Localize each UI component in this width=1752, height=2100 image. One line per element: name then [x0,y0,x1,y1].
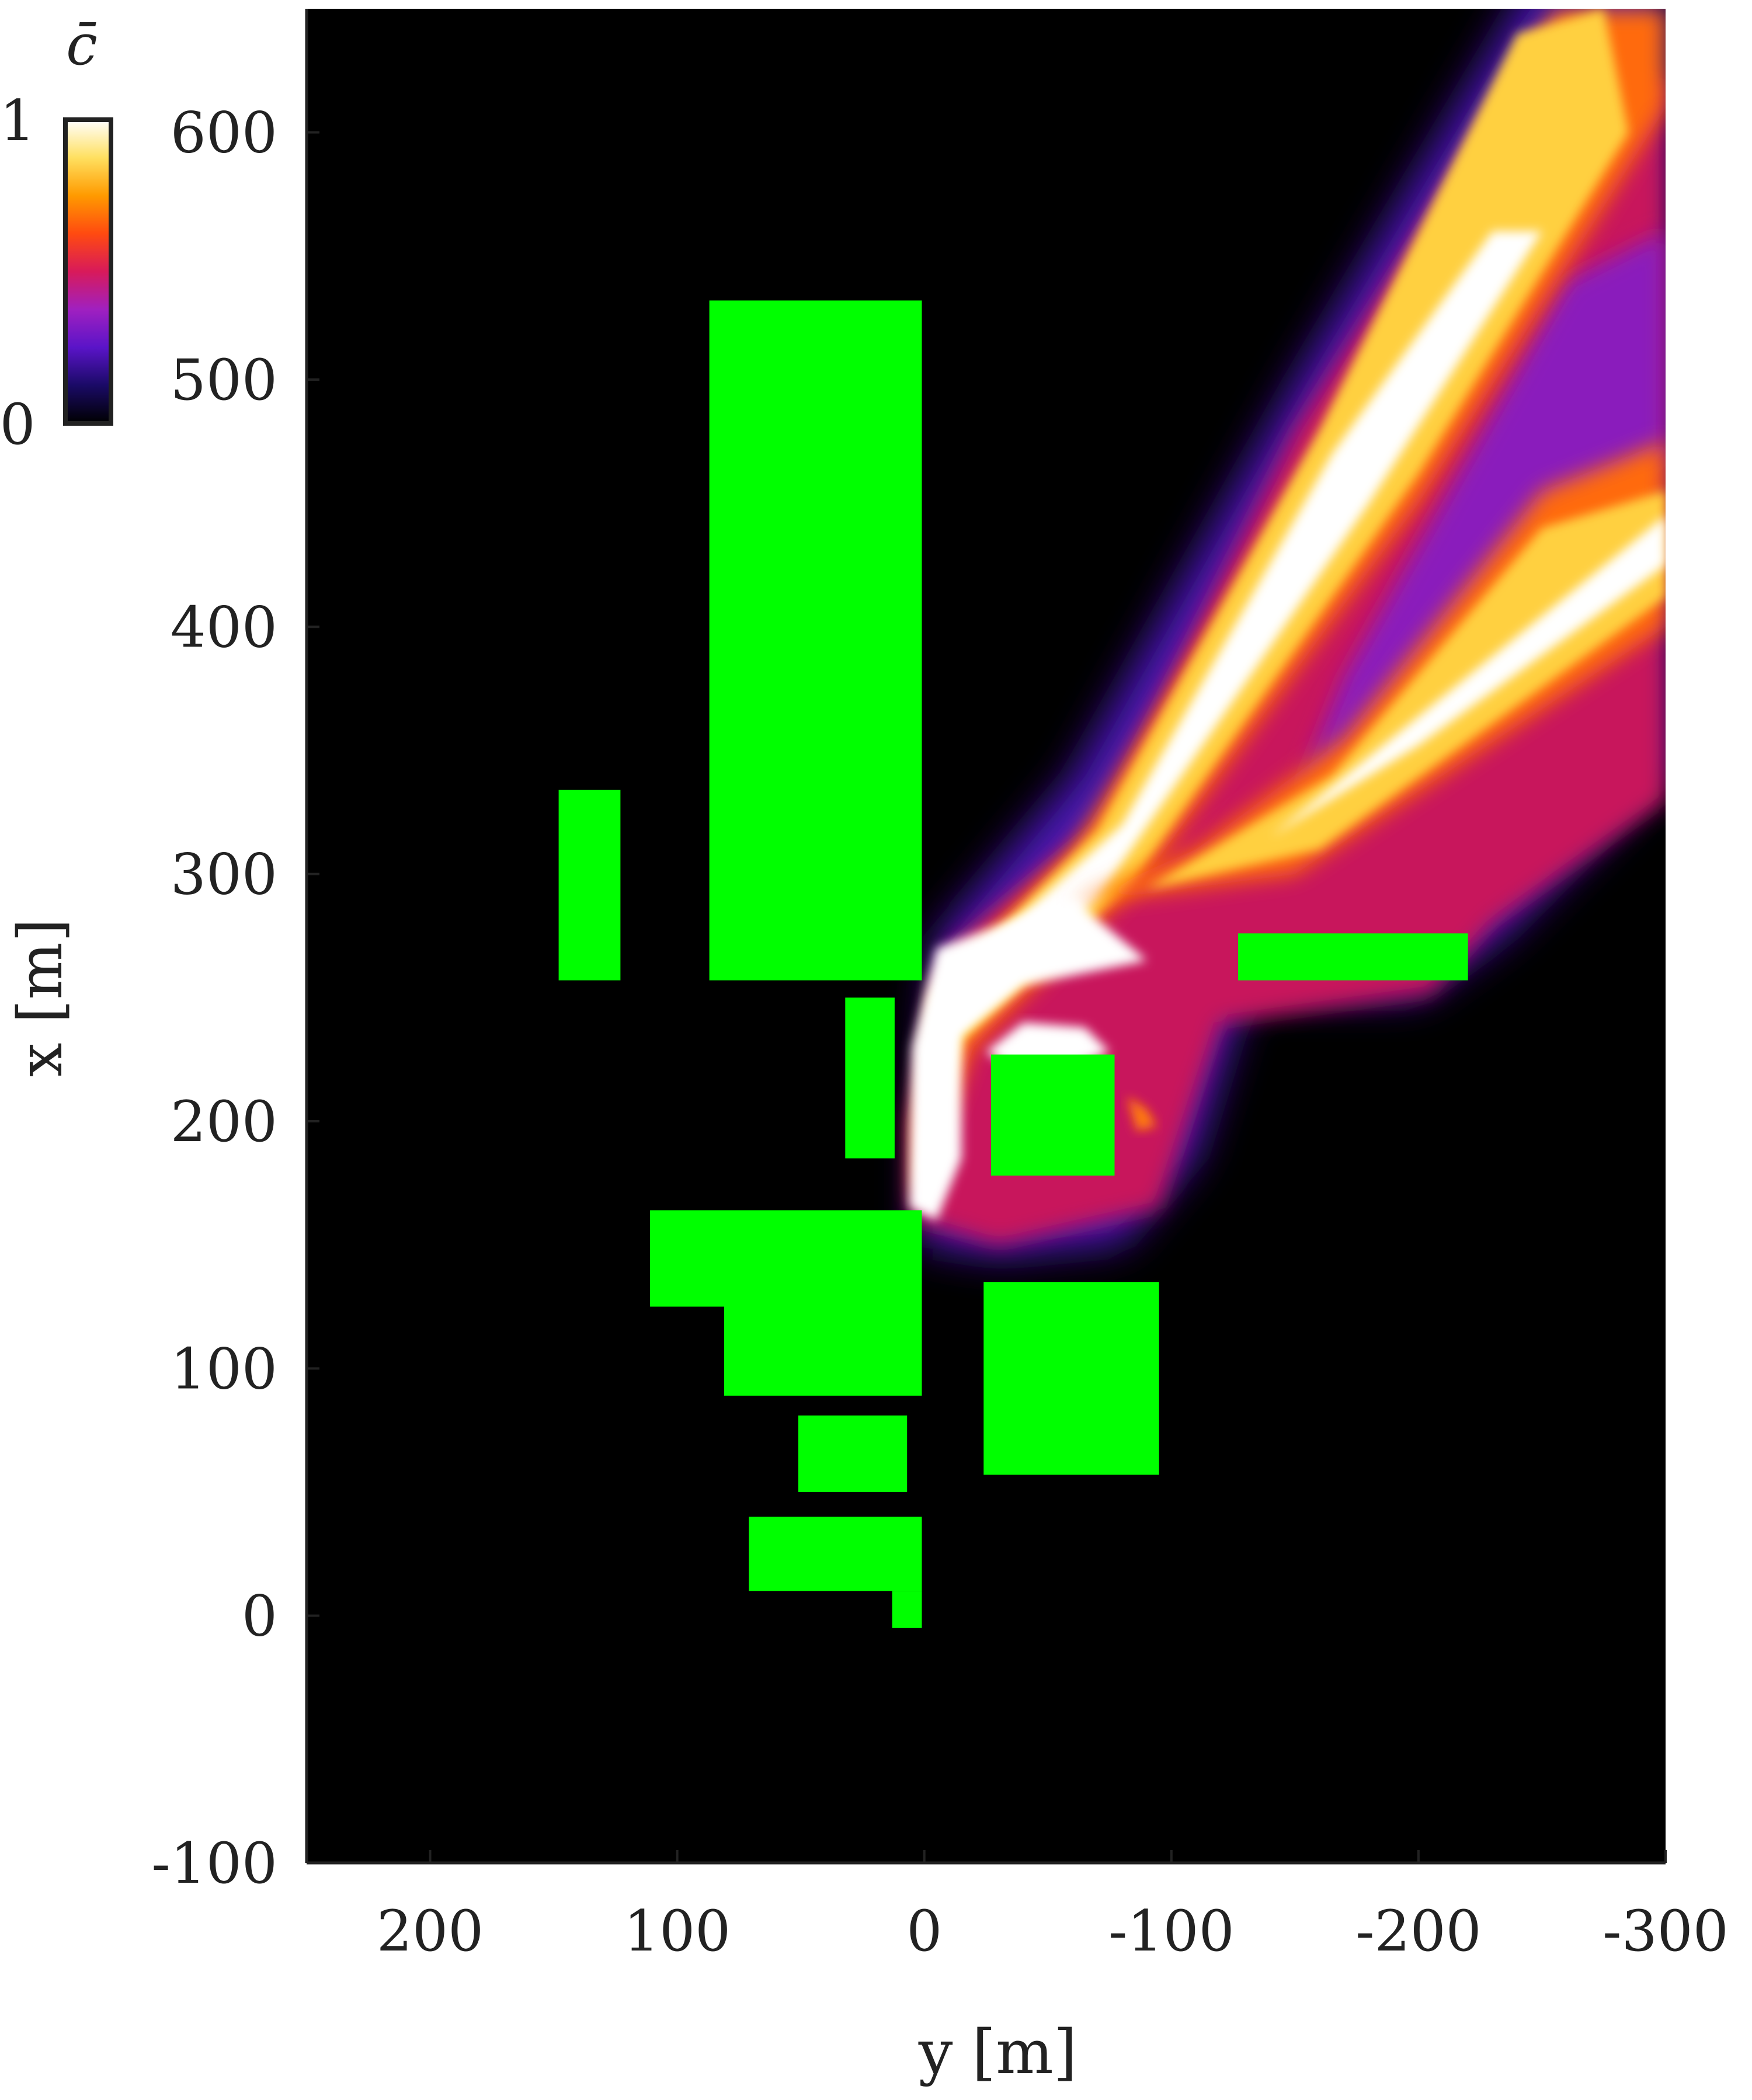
y-ticks: -100 0 100 200 300 400 500 600 [151,100,319,1896]
x-tick-label: -100 [1108,1899,1235,1964]
source-region [909,899,1147,1221]
y-tick-label: 300 [171,842,277,908]
x-tick-label: 100 [624,1899,731,1964]
x-tick-label: -200 [1355,1899,1482,1964]
y-tick-label: 500 [171,347,277,413]
colorbar-max-label: 1 [0,88,36,154]
y-tick-label: 400 [171,594,277,660]
x-tick-label: 200 [377,1899,484,1964]
x-tick-label: -300 [1602,1899,1729,1964]
x-axis-label: y [m] [918,2016,1077,2088]
concentration-field [909,9,1666,1257]
y-tick-label: 200 [171,1089,277,1155]
hotspot [1127,1096,1157,1131]
plot-area [307,9,1666,1863]
x-ticks: 200 100 0 -100 -200 -300 [377,1850,1729,1964]
y-tick-label: 600 [171,100,277,166]
lower-plume-core [1270,515,1666,837]
obstacles-layer [558,300,1468,1628]
building-bottom-stub [892,1591,922,1628]
building-right-bar [1238,933,1468,981]
upper-plume-core [922,231,1542,1183]
colorbar: 1 0 c̄ [0,12,113,457]
building-l-upper [650,1210,922,1307]
building-l-lower [724,1306,922,1396]
colorbar-min-label: 0 [0,392,36,457]
building-small [798,1415,908,1492]
x-tick-label: 0 [906,1899,942,1964]
y-axis-label: x [m] [5,919,76,1077]
building-narrow [845,997,895,1159]
axes-frame [305,9,1666,1865]
building-right-block [983,1282,1159,1475]
building-left [558,790,621,981]
y-tick-label: -100 [151,1831,277,1896]
colorbar-title: c̄ [66,12,98,78]
y-tick-label: 100 [171,1336,277,1402]
building-bottom-upper [749,1517,922,1591]
lower-plume-mid [1146,491,1666,889]
building-tall [709,300,922,981]
plume-channel [1295,231,1666,800]
colorbar-gradient [63,117,113,426]
y-tick-label: 0 [242,1584,277,1649]
lower-plume-edge [1072,441,1666,904]
building-center-square [991,1054,1115,1176]
